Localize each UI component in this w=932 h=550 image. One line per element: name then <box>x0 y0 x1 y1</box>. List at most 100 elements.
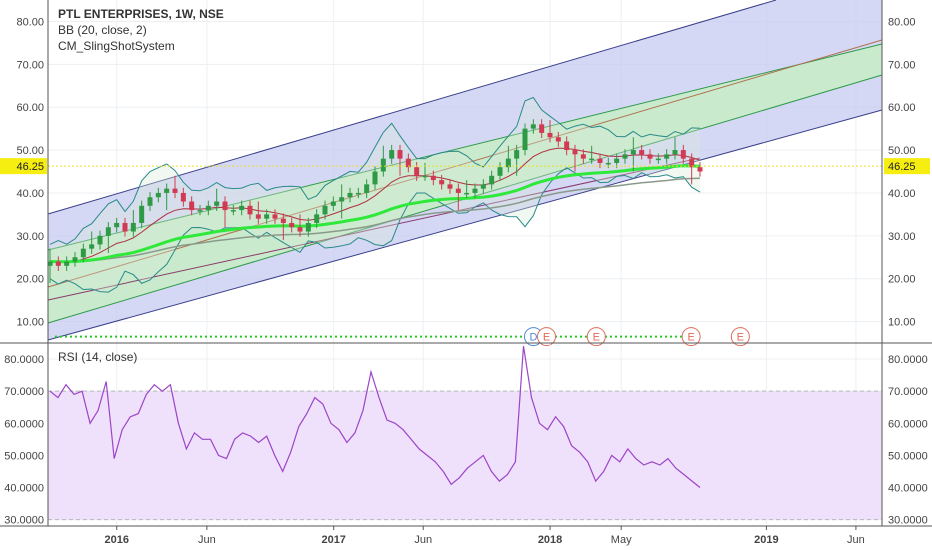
rsi-pane[interactable] <box>48 343 882 526</box>
price-axis-label-right: 30.00 <box>888 231 916 243</box>
candle-body <box>605 162 611 165</box>
candle-body <box>522 128 528 151</box>
candle-body <box>647 154 653 159</box>
candle-body <box>255 214 261 219</box>
pitchfork-handle-line[interactable] <box>47 157 701 301</box>
candle-body <box>222 201 228 211</box>
candle-body <box>497 167 503 176</box>
price-axis-label-left: 20.00 <box>16 274 44 286</box>
candle-body <box>214 201 220 206</box>
rsi-line <box>49 346 701 488</box>
price-axis-label-right: 70.00 <box>888 59 916 71</box>
last-price-badge <box>0 158 47 175</box>
candle-body <box>247 205 253 215</box>
candle-body <box>180 192 186 202</box>
candle-body <box>664 154 670 159</box>
candle-body <box>164 188 170 193</box>
bb-lower <box>49 167 701 293</box>
price-axis-label-right: 80.00 <box>888 16 916 28</box>
price-axis-label-right: 50.00 <box>888 145 916 157</box>
price-axes[interactable]: 10.00 10.00 20.00 20.00 30.00 30.00 40.00 40.00… <box>0 16 930 329</box>
candle-body <box>322 205 328 215</box>
candle-body <box>114 222 120 228</box>
rsi-axis-label-left: 30.0000 <box>4 515 44 527</box>
candle-body <box>339 197 345 202</box>
candle-body <box>264 214 270 219</box>
event-marker-label: E <box>543 332 550 344</box>
slingshot-slow-ema <box>49 177 701 263</box>
bb-legend[interactable]: BB (20, close, 2) <box>58 23 147 37</box>
slingshot-legend[interactable]: CM_SlingShotSystem <box>58 39 175 53</box>
candle-body <box>464 192 470 195</box>
candle-body <box>472 188 478 193</box>
candlesticks <box>47 119 703 283</box>
candle-body <box>530 124 536 129</box>
time-axis-label: Jun <box>198 534 216 546</box>
rsi-axis-label-right: 80.0000 <box>888 354 928 366</box>
candle-body <box>372 171 378 185</box>
rsi-axes[interactable]: 30.0000 30.0000 40.0000 40.0000 50.0000 50.00… <box>4 354 928 527</box>
price-axis-label-left: 70.00 <box>16 59 44 71</box>
symbol-title[interactable]: PTL ENTERPRISES, 1W, NSE <box>58 7 224 21</box>
event-marker[interactable] <box>537 327 557 347</box>
price-axis-label-right: 10.00 <box>888 317 916 329</box>
bb-fill <box>50 97 700 293</box>
rsi-axis-label-right: 30.0000 <box>888 515 928 527</box>
event-marker[interactable] <box>586 327 606 347</box>
candle-body <box>305 222 311 232</box>
event-marker-label: E <box>593 332 600 344</box>
price-axis-label-right: 20.00 <box>888 274 916 286</box>
price-axis-label-left: 50.00 <box>16 145 44 157</box>
pitchfork-lower-line[interactable] <box>47 109 883 341</box>
candle-body <box>172 188 178 193</box>
event-marker[interactable] <box>730 327 750 347</box>
time-axis-label: 2017 <box>321 534 345 546</box>
candle-body <box>139 205 145 223</box>
candle-body <box>47 261 53 266</box>
pitchfork-median-line[interactable] <box>47 39 883 288</box>
last-price-label: 46.25 <box>888 161 916 173</box>
candle-body <box>439 180 445 185</box>
candle-body <box>364 184 370 193</box>
candle-body <box>539 124 545 133</box>
pitchfork-upper-mid-line[interactable] <box>47 43 883 251</box>
rsi-axis-label-left: 80.0000 <box>4 354 44 366</box>
candle-body <box>589 158 595 161</box>
rsi-band <box>48 391 882 520</box>
candle-body <box>655 158 661 161</box>
time-axis[interactable]: 2016 Jun 2017 Jun 2018 May 2019 Jun <box>105 526 865 546</box>
rsi-axis-label-left: 50.0000 <box>4 450 44 462</box>
rsi-axis-label-right: 40.0000 <box>888 482 928 494</box>
candle-body <box>430 175 436 181</box>
candle-body <box>72 257 78 262</box>
price-axis-label-right: 60.00 <box>888 102 916 114</box>
pitchfork-upper-line[interactable] <box>47 0 777 215</box>
candle-body <box>239 205 245 211</box>
time-axis-label: Jun <box>414 534 432 546</box>
time-axis-label: 2019 <box>754 534 778 546</box>
candle-body <box>697 167 703 172</box>
candle-body <box>380 158 386 172</box>
price-legend: PTL ENTERPRISES, 1W, NSE BB (20, close, … <box>58 6 224 54</box>
time-axis-label: Jun <box>847 534 865 546</box>
price-axis-label-left: 40.00 <box>16 188 44 200</box>
rsi-plot <box>48 346 882 521</box>
price-axis-label-left: 60.00 <box>16 102 44 114</box>
candle-body <box>597 158 603 163</box>
candle-body <box>330 201 336 206</box>
rsi-axis-label-left: 70.0000 <box>4 386 44 398</box>
rsi-legend[interactable]: RSI (14, close) <box>58 350 138 364</box>
candle-body <box>289 222 295 228</box>
candle-body <box>347 192 353 198</box>
slingshot-fast-ema <box>49 164 701 264</box>
candle-body <box>489 175 495 185</box>
slingshot-emas <box>49 164 701 338</box>
event-marker[interactable] <box>681 327 701 347</box>
candle-body <box>130 222 136 232</box>
candle-body <box>205 205 211 211</box>
bb-upper <box>49 96 701 245</box>
candle-body <box>639 150 645 155</box>
